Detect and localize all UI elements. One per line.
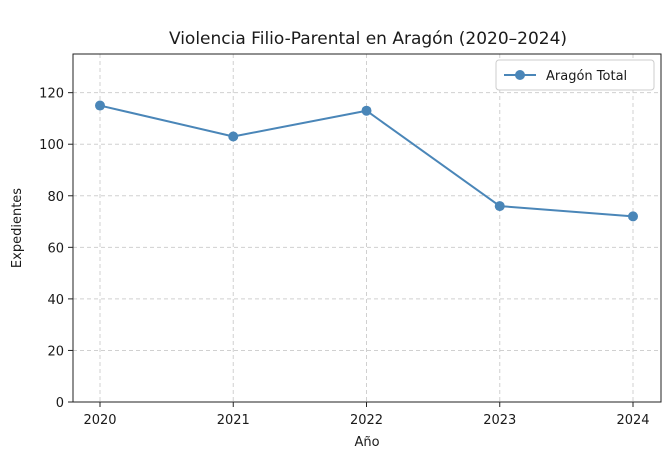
y-axis-label: Expedientes xyxy=(10,188,25,268)
y-tick-label: 80 xyxy=(47,190,64,205)
legend-label: Aragón Total xyxy=(546,69,627,84)
x-tick-label: 2024 xyxy=(616,413,649,428)
data-point xyxy=(95,100,105,111)
x-tick-label: 2021 xyxy=(217,413,250,428)
y-tick-label: 60 xyxy=(47,241,64,256)
data-point xyxy=(494,201,505,212)
x-tick-label: 2020 xyxy=(83,413,116,428)
x-axis-ticks: 2020 2021 2022 2023 2024 xyxy=(83,402,650,428)
grid-lines xyxy=(73,54,661,403)
y-tick-label: 40 xyxy=(47,293,64,308)
y-tick-label: 0 xyxy=(56,396,64,411)
y-tick-label: 20 xyxy=(47,344,64,359)
x-tick-label: 2023 xyxy=(483,413,516,428)
legend-box xyxy=(495,59,655,91)
data-point xyxy=(228,131,239,142)
y-axis-ticks: 0 20 40 60 80 100 120 xyxy=(39,87,73,411)
x-axis-label: Año xyxy=(354,435,379,450)
legend-marker-swatch xyxy=(515,70,525,80)
y-tick-label: 120 xyxy=(39,87,64,102)
x-tick-label: 2022 xyxy=(350,413,383,428)
series-layer xyxy=(95,100,638,222)
chart-title: Violencia Filio-Parental en Aragón (2020… xyxy=(169,29,567,49)
data-point xyxy=(628,211,638,222)
data-point xyxy=(361,105,372,116)
legend: Aragón Total xyxy=(495,59,655,91)
y-tick-label: 100 xyxy=(39,138,64,153)
